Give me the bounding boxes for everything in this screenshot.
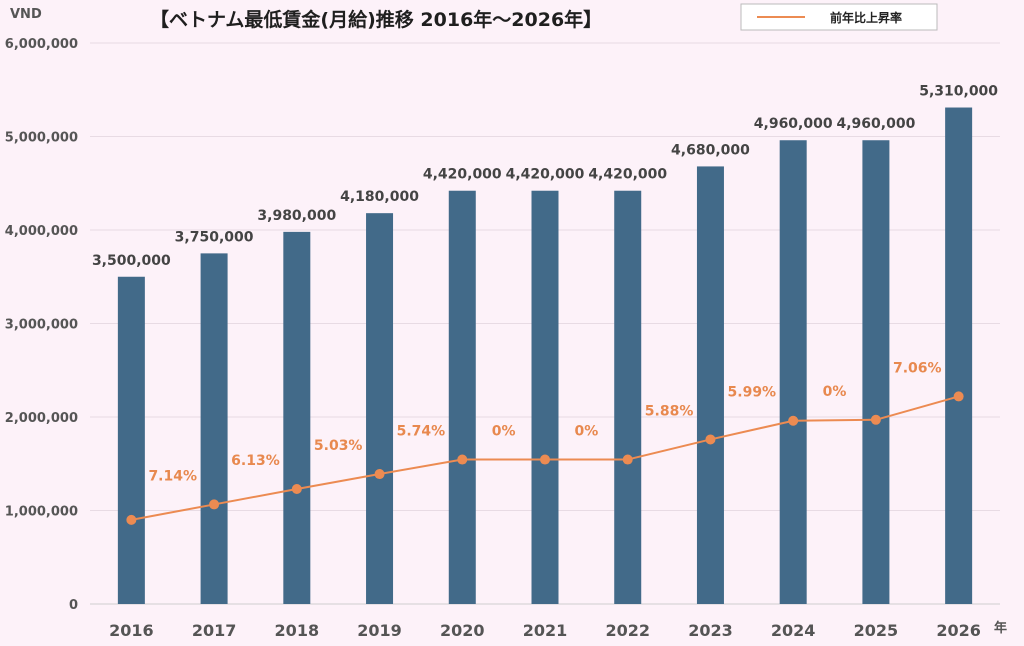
rate-point-2023 xyxy=(705,434,716,445)
y-axis-ticks: 0 1,000,000 2,000,000 3,000,000 4,000,000 5,0… xyxy=(5,37,78,613)
rate-label: 0% xyxy=(492,424,516,440)
bar-2019 xyxy=(366,213,394,605)
bar-series xyxy=(117,107,973,605)
rate-label: 5.03% xyxy=(314,438,363,454)
rate-line-series xyxy=(126,391,964,525)
x-tick-label: 2020 xyxy=(440,621,485,640)
rate-labels: 7.14% 6.13% 5.03% 5.74% 0% 0% 5.88% 5.99% 0% 7.06… xyxy=(148,360,941,484)
rate-label: 0% xyxy=(574,424,598,440)
bar-value-label: 4,420,000 xyxy=(506,167,585,183)
y-tick-label: 4,000,000 xyxy=(5,224,78,239)
x-axis-unit-label: 年 xyxy=(994,620,1007,636)
y-tick-label: 1,000,000 xyxy=(5,505,78,520)
bar-value-label: 4,960,000 xyxy=(754,116,833,132)
x-tick-label: 2019 xyxy=(357,621,402,640)
rate-label: 5.99% xyxy=(728,385,777,401)
rate-point-2026 xyxy=(953,391,964,402)
bar-2022 xyxy=(614,190,642,605)
bar-2026 xyxy=(945,107,973,604)
y-tick-label: 0 xyxy=(69,598,78,613)
y-tick-label: 5,000,000 xyxy=(5,131,78,146)
bar-value-label: 3,980,000 xyxy=(257,208,336,224)
bar-value-labels: 3,500,0003,750,0003,980,0004,180,0004,42… xyxy=(92,84,998,269)
bar-value-label: 4,960,000 xyxy=(836,116,915,132)
bar-2016 xyxy=(117,276,145,604)
x-axis-ticks: 2016 2017 2018 2019 2020 2021 2022 2023 2024 2025… xyxy=(109,621,981,640)
bar-value-label: 4,420,000 xyxy=(423,167,502,183)
bar-value-label: 4,180,000 xyxy=(340,189,419,205)
x-tick-label: 2025 xyxy=(854,621,899,640)
y-tick-label: 6,000,000 xyxy=(5,37,78,52)
rate-point-2020 xyxy=(457,454,468,465)
rate-point-2021 xyxy=(540,454,550,465)
bar-value-label: 3,750,000 xyxy=(175,229,254,245)
rate-label: 0% xyxy=(823,384,847,400)
x-tick-label: 2024 xyxy=(771,621,816,640)
rate-point-2019 xyxy=(374,469,385,480)
bar-value-label: 3,500,000 xyxy=(92,253,171,269)
y-tick-label: 2,000,000 xyxy=(5,411,78,426)
y-axis-unit-label: VND xyxy=(10,7,42,22)
rate-label: 6.13% xyxy=(231,453,280,469)
rate-label: 7.14% xyxy=(148,468,197,484)
rate-point-2022 xyxy=(622,454,633,465)
x-tick-label: 2018 xyxy=(275,621,320,640)
bar-2017 xyxy=(200,253,228,604)
rate-label: 5.88% xyxy=(645,403,694,419)
bar-2021 xyxy=(531,190,559,605)
bar-2020 xyxy=(448,190,476,605)
rate-label: 5.74% xyxy=(397,424,446,440)
bar-value-label: 4,680,000 xyxy=(671,142,750,158)
x-tick-label: 2016 xyxy=(109,621,154,640)
x-tick-label: 2026 xyxy=(936,621,981,640)
rate-point-2025 xyxy=(870,414,881,425)
x-tick-label: 2023 xyxy=(688,621,733,640)
rate-point-2017 xyxy=(209,499,220,510)
y-tick-label: 3,000,000 xyxy=(5,318,78,333)
bar-value-label: 5,310,000 xyxy=(919,84,998,100)
chart-title: 【ベトナム最低賃金(月給)推移 2016年〜2026年】 xyxy=(150,8,602,31)
x-tick-label: 2017 xyxy=(192,621,237,640)
rate-label: 7.06% xyxy=(893,360,942,376)
bar-2023 xyxy=(696,166,724,605)
bar-2025 xyxy=(862,140,890,605)
bar-2018 xyxy=(283,231,311,604)
bar-value-label: 4,420,000 xyxy=(588,167,667,183)
rate-point-2024 xyxy=(788,415,799,426)
rate-point-2016 xyxy=(126,514,137,525)
bar-2024 xyxy=(779,140,807,605)
rate-point-2018 xyxy=(291,483,302,494)
x-tick-label: 2022 xyxy=(605,621,650,640)
legend-entry-label: 前年比上昇率 xyxy=(830,10,902,25)
legend: 前年比上昇率 xyxy=(740,3,938,31)
x-tick-label: 2021 xyxy=(523,621,568,640)
